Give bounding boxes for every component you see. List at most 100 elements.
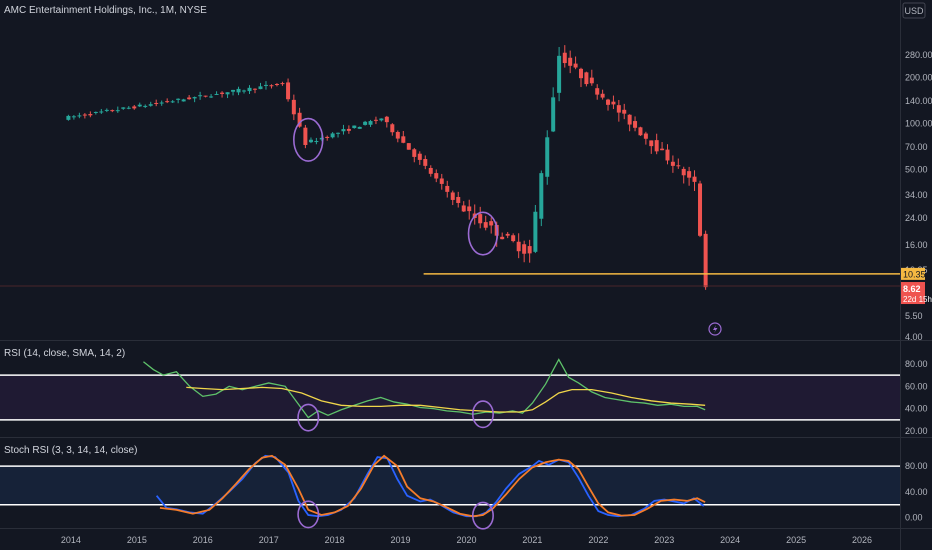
candle-body[interactable] — [406, 143, 411, 150]
candle-body[interactable] — [231, 89, 236, 92]
candle-body[interactable] — [573, 63, 578, 68]
candle-body[interactable] — [352, 125, 357, 129]
candle-body[interactable] — [225, 92, 230, 95]
candle-body[interactable] — [314, 141, 319, 143]
candle-body[interactable] — [137, 104, 142, 107]
candle-body[interactable] — [417, 153, 422, 160]
candle-body[interactable] — [132, 106, 137, 109]
candle-body[interactable] — [165, 101, 170, 103]
candle-body[interactable] — [638, 127, 643, 136]
candle-body[interactable] — [395, 131, 400, 139]
candle-body[interactable] — [263, 84, 268, 86]
candle-body[interactable] — [660, 148, 665, 151]
candle-body[interactable] — [77, 115, 82, 117]
candle-body[interactable] — [527, 246, 532, 254]
candle-body[interactable] — [698, 183, 703, 236]
candle-body[interactable] — [325, 136, 330, 139]
candle-body[interactable] — [181, 99, 186, 102]
candle-body[interactable] — [209, 96, 214, 98]
candle-body[interactable] — [401, 136, 406, 143]
candle-body[interactable] — [170, 101, 175, 103]
candle-body[interactable] — [654, 140, 659, 152]
candle-body[interactable] — [330, 133, 335, 138]
candle-body[interactable] — [379, 118, 384, 121]
candle-body[interactable] — [93, 111, 98, 113]
candle-body[interactable] — [159, 102, 164, 104]
candle-body[interactable] — [545, 137, 550, 177]
candle-body[interactable] — [681, 168, 686, 176]
candle-body[interactable] — [616, 105, 621, 113]
candle-body[interactable] — [606, 99, 611, 105]
candle-body[interactable] — [412, 149, 417, 157]
candle-body[interactable] — [516, 241, 521, 252]
candle-body[interactable] — [687, 171, 692, 178]
candle-body[interactable] — [478, 214, 483, 224]
candle-body[interactable] — [511, 235, 516, 242]
candle-body[interactable] — [500, 236, 505, 240]
candle-body[interactable] — [670, 161, 675, 166]
candle-body[interactable] — [274, 83, 279, 85]
candle-body[interactable] — [627, 114, 632, 125]
stoch-rsi-indicator-title[interactable]: Stoch RSI (3, 3, 14, 14, close) — [4, 445, 137, 456]
candle-body[interactable] — [280, 83, 285, 85]
candle-body[interactable] — [82, 114, 87, 116]
candle-body[interactable] — [336, 132, 341, 134]
candle-body[interactable] — [483, 222, 488, 228]
candle-body[interactable] — [346, 128, 351, 131]
candle-body[interactable] — [461, 205, 466, 212]
candle-body[interactable] — [467, 206, 472, 212]
rsi-indicator-title[interactable]: RSI (14, close, SMA, 14, 2) — [4, 348, 125, 359]
symbol-title[interactable]: AMC Entertainment Holdings, Inc., 1M, NY… — [4, 5, 207, 16]
candle-body[interactable] — [198, 95, 203, 97]
candle-body[interactable] — [297, 112, 302, 127]
candle-body[interactable] — [203, 95, 208, 97]
candle-body[interactable] — [439, 178, 444, 184]
candle-body[interactable] — [341, 129, 346, 132]
candle-body[interactable] — [595, 88, 600, 95]
candle-body[interactable] — [692, 176, 697, 182]
candle-body[interactable] — [154, 102, 159, 104]
highlight-circle[interactable] — [471, 501, 494, 530]
stoch-rsi-pane[interactable]: 80.00 40.00 0.00 — [0, 454, 928, 523]
candle-body[interactable] — [126, 107, 131, 109]
stoch-d-line[interactable] — [159, 454, 706, 518]
candle-body[interactable] — [649, 140, 654, 147]
candle-body[interactable] — [522, 244, 527, 254]
candle-body[interactable] — [584, 72, 589, 85]
candle-body[interactable] — [71, 116, 76, 118]
price-pane[interactable]: 280.00 200.00 140.00 100.00 70.00 50.00 34.00 2… — [0, 45, 932, 342]
rsi-moving-average-line[interactable] — [186, 386, 706, 413]
rsi-line[interactable] — [143, 358, 706, 419]
rsi-pane[interactable]: 80.00 60.00 40.00 20.00 — [0, 358, 928, 436]
candle-body[interactable] — [220, 92, 225, 94]
candle-body[interactable] — [66, 115, 71, 120]
candle-body[interactable] — [88, 114, 93, 116]
candle-body[interactable] — [269, 85, 274, 87]
candle-body[interactable] — [622, 109, 627, 114]
candle-body[interactable] — [368, 121, 373, 125]
candle-body[interactable] — [539, 173, 544, 219]
candle-body[interactable] — [236, 88, 241, 93]
candle-body[interactable] — [434, 173, 439, 179]
candle-body[interactable] — [214, 93, 219, 95]
highlight-circle[interactable] — [297, 500, 320, 529]
candle-body[interactable] — [665, 149, 670, 161]
lightning-icon[interactable] — [708, 322, 722, 336]
candle-body[interactable] — [611, 101, 616, 105]
candle-body[interactable] — [428, 167, 433, 174]
candle-body[interactable] — [104, 109, 109, 111]
candle-body[interactable] — [176, 98, 181, 100]
candle-body[interactable] — [291, 99, 296, 115]
candle-body[interactable] — [578, 68, 583, 79]
candle-body[interactable] — [252, 88, 257, 90]
candle-body[interactable] — [319, 137, 324, 140]
highlight-circle[interactable] — [293, 117, 324, 162]
candle-body[interactable] — [187, 97, 192, 100]
last-price-badge[interactable] — [901, 282, 925, 305]
candle-body[interactable] — [363, 121, 368, 125]
candle-body[interactable] — [557, 55, 562, 93]
highlight-circle[interactable] — [297, 403, 320, 432]
candle-body[interactable] — [600, 93, 605, 98]
candle-body[interactable] — [357, 126, 362, 129]
